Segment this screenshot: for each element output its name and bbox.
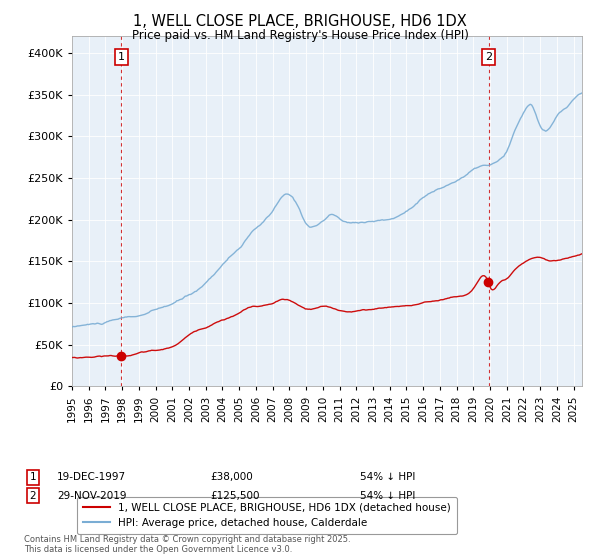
Legend: 1, WELL CLOSE PLACE, BRIGHOUSE, HD6 1DX (detached house), HPI: Average price, de: 1, WELL CLOSE PLACE, BRIGHOUSE, HD6 1DX …	[77, 497, 457, 534]
Text: 1, WELL CLOSE PLACE, BRIGHOUSE, HD6 1DX: 1, WELL CLOSE PLACE, BRIGHOUSE, HD6 1DX	[133, 14, 467, 29]
Text: 19-DEC-1997: 19-DEC-1997	[57, 472, 126, 482]
Text: 29-NOV-2019: 29-NOV-2019	[57, 491, 127, 501]
Text: 54% ↓ HPI: 54% ↓ HPI	[360, 472, 415, 482]
Text: 1: 1	[29, 472, 37, 482]
Text: £38,000: £38,000	[210, 472, 253, 482]
Text: Contains HM Land Registry data © Crown copyright and database right 2025.
This d: Contains HM Land Registry data © Crown c…	[24, 535, 350, 554]
Text: 2: 2	[485, 52, 492, 62]
Text: 2: 2	[29, 491, 37, 501]
Text: 54% ↓ HPI: 54% ↓ HPI	[360, 491, 415, 501]
Text: Price paid vs. HM Land Registry's House Price Index (HPI): Price paid vs. HM Land Registry's House …	[131, 29, 469, 42]
Text: £125,500: £125,500	[210, 491, 260, 501]
Text: 1: 1	[118, 52, 125, 62]
